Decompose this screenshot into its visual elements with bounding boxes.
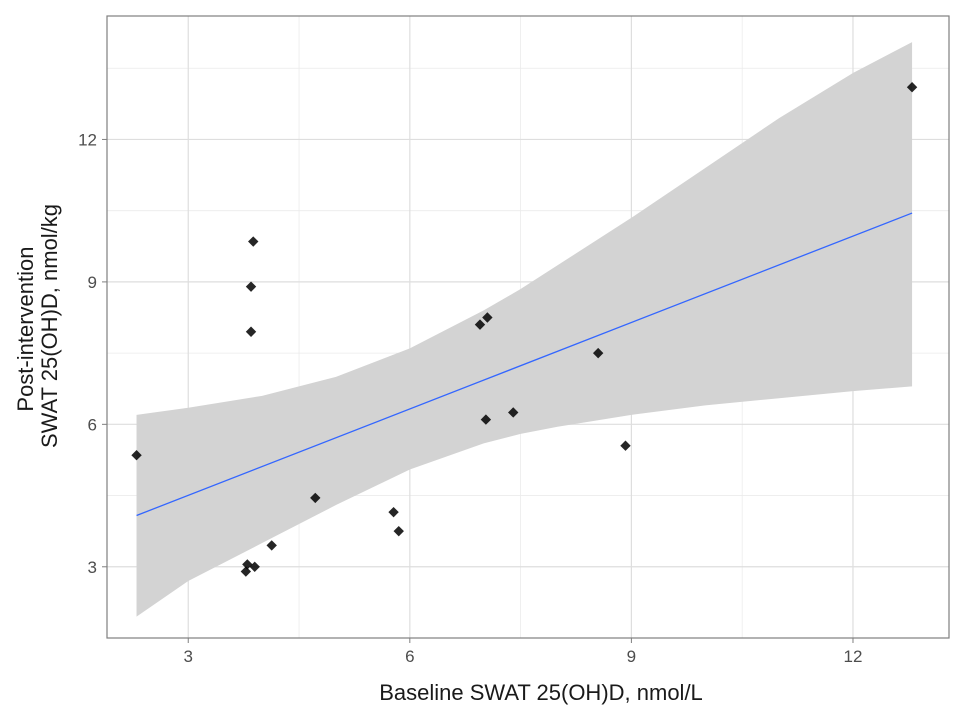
data-point — [131, 449, 142, 461]
y-tick-label: 9 — [88, 273, 97, 292]
x-tick-label: 6 — [405, 647, 414, 666]
data-point — [388, 506, 399, 518]
regression-fit-line — [136, 212, 913, 517]
data-point — [480, 414, 492, 425]
data-point — [310, 492, 321, 504]
y-tick-label: 6 — [88, 415, 97, 434]
y-tick-label: 3 — [88, 558, 97, 577]
plot-frame — [106, 15, 950, 639]
x-axis-title: Baseline SWAT 25(OH)D, nmol/L — [379, 680, 703, 705]
data-point — [508, 407, 519, 418]
confidence-band — [136, 42, 913, 617]
confidence-band-layer — [136, 42, 913, 617]
data-point — [393, 525, 404, 537]
y-axis-title: Post-intervention SWAT 25(OH)D, nmol/kg — [13, 204, 62, 448]
tick-layer: 3 6 9 12 3 6 9 12 — [78, 130, 862, 666]
data-point — [248, 236, 259, 247]
y-axis-title-line-1: Post-intervention — [13, 247, 38, 412]
data-point — [266, 540, 277, 551]
data-point — [249, 561, 260, 572]
data-point — [482, 312, 493, 323]
data-point — [240, 566, 252, 577]
y-axis-title-line-2: SWAT 25(OH)D, nmol/kg — [37, 204, 62, 448]
data-point — [592, 347, 604, 359]
y-tick-label: 12 — [78, 130, 97, 149]
x-tick-label: 3 — [184, 647, 193, 666]
data-points-layer — [131, 82, 918, 577]
data-point — [245, 326, 257, 337]
data-point — [245, 281, 257, 292]
x-tick-label: 9 — [627, 647, 636, 666]
data-point — [906, 82, 918, 93]
x-tick-label: 12 — [844, 647, 863, 666]
fit-line-layer — [136, 212, 913, 517]
data-point — [620, 440, 631, 451]
data-point — [474, 319, 486, 330]
